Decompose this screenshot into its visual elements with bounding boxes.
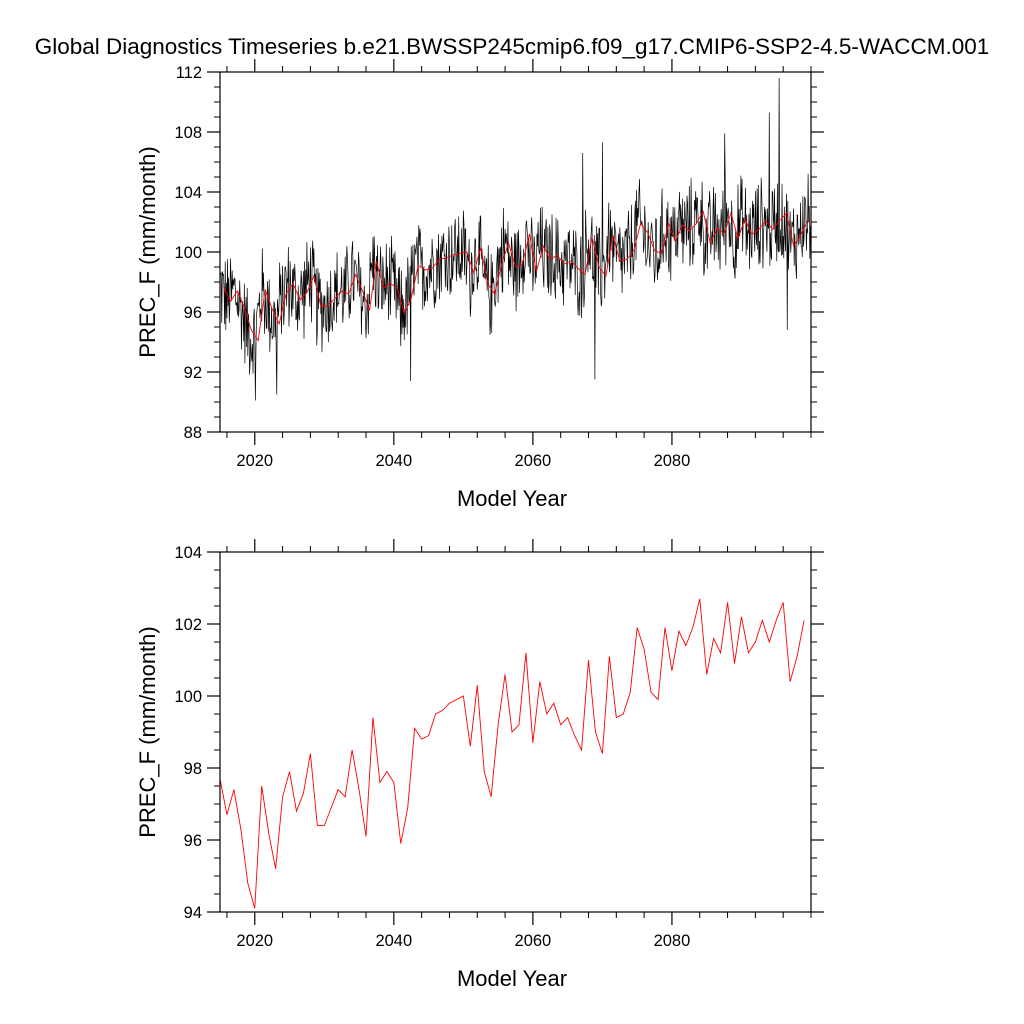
monthly-x-tick-label: 2080 [654, 452, 691, 470]
annual-x-tick-label: 2040 [375, 932, 412, 950]
monthly-y-axis-label: PREC_F (mm/month) [135, 146, 160, 357]
annual-mean-line [219, 598, 805, 909]
annual-x-tick-label: 2060 [515, 932, 552, 950]
monthly-x-tick-label: 2040 [375, 452, 412, 470]
monthly-y-tick-label: 100 [174, 244, 202, 262]
monthly-x-axis-label: Model Year [457, 486, 567, 511]
figure-title: Global Diagnostics Timeseries b.e21.BWSS… [35, 34, 990, 59]
annual-y-tick-label: 96 [184, 832, 202, 850]
annual-x-axis-label: Model Year [457, 966, 567, 991]
monthly-y-tick-label: 112 [176, 64, 202, 82]
annual-y-axis-label: PREC_F (mm/month) [135, 626, 160, 837]
monthly-panel-annual-mean-line [223, 210, 808, 342]
monthly-y-tick-label: 88 [184, 424, 202, 442]
monthly-y-tick-label: 92 [184, 364, 202, 382]
monthly-y-tick-label: 108 [174, 124, 202, 142]
annual-y-tick-label: 102 [174, 616, 202, 634]
annual-y-tick-label: 94 [184, 904, 202, 922]
monthly-y-tick-label: 104 [174, 184, 202, 202]
annual-x-tick-label: 2020 [236, 932, 273, 950]
monthly-x-tick-label: 2020 [236, 452, 273, 470]
monthly-panel: 2020 2040 2060 2080 88 92 96 100 104 108 112 Model… [135, 59, 824, 511]
monthly-y-tick-label: 96 [184, 304, 202, 322]
annual-x-tick-label: 2080 [654, 932, 691, 950]
monthly-x-tick-label: 2060 [515, 452, 552, 470]
annual-y-tick-label: 100 [174, 688, 202, 706]
annual-panel: 2020 2040 2060 2080 94 96 98 100 102 104 Model Ye… [135, 539, 824, 991]
annual-y-tick-label: 98 [184, 760, 202, 778]
monthly-series-line [219, 77, 811, 401]
annual-y-tick-label: 104 [174, 544, 202, 562]
